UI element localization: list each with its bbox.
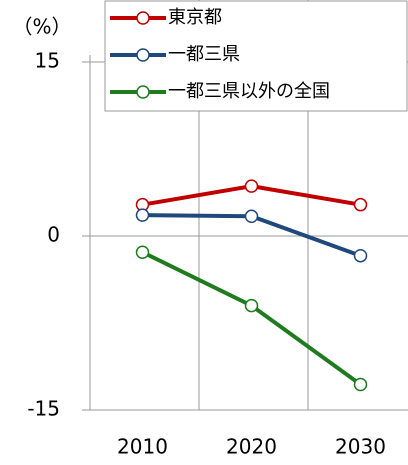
series-marker (353, 197, 368, 212)
series-marker (353, 377, 368, 392)
series-marker (244, 179, 259, 193)
legend-marker (136, 85, 150, 99)
x-tick-label: 2010 (117, 435, 168, 459)
y-tick-label: -15 (27, 397, 60, 421)
series-marker (135, 208, 150, 222)
x-tick-label: 2030 (335, 435, 386, 459)
legend-label: 東京都 (168, 7, 222, 28)
series-marker (244, 298, 259, 313)
legend-marker (136, 11, 150, 25)
y-tick-label: 0 (47, 223, 60, 247)
legend-label: 一都三県 (168, 44, 240, 65)
series-marker (353, 248, 368, 263)
series-line (141, 250, 362, 387)
unit-label: （%） (12, 15, 71, 39)
x-tick-label: 2020 (226, 435, 277, 459)
y-tick-label: 15 (35, 49, 60, 73)
legend-marker (136, 48, 150, 62)
series-marker (244, 209, 259, 224)
legend-label: 一都三県以外の全国 (168, 81, 330, 102)
series-marker (135, 245, 150, 259)
